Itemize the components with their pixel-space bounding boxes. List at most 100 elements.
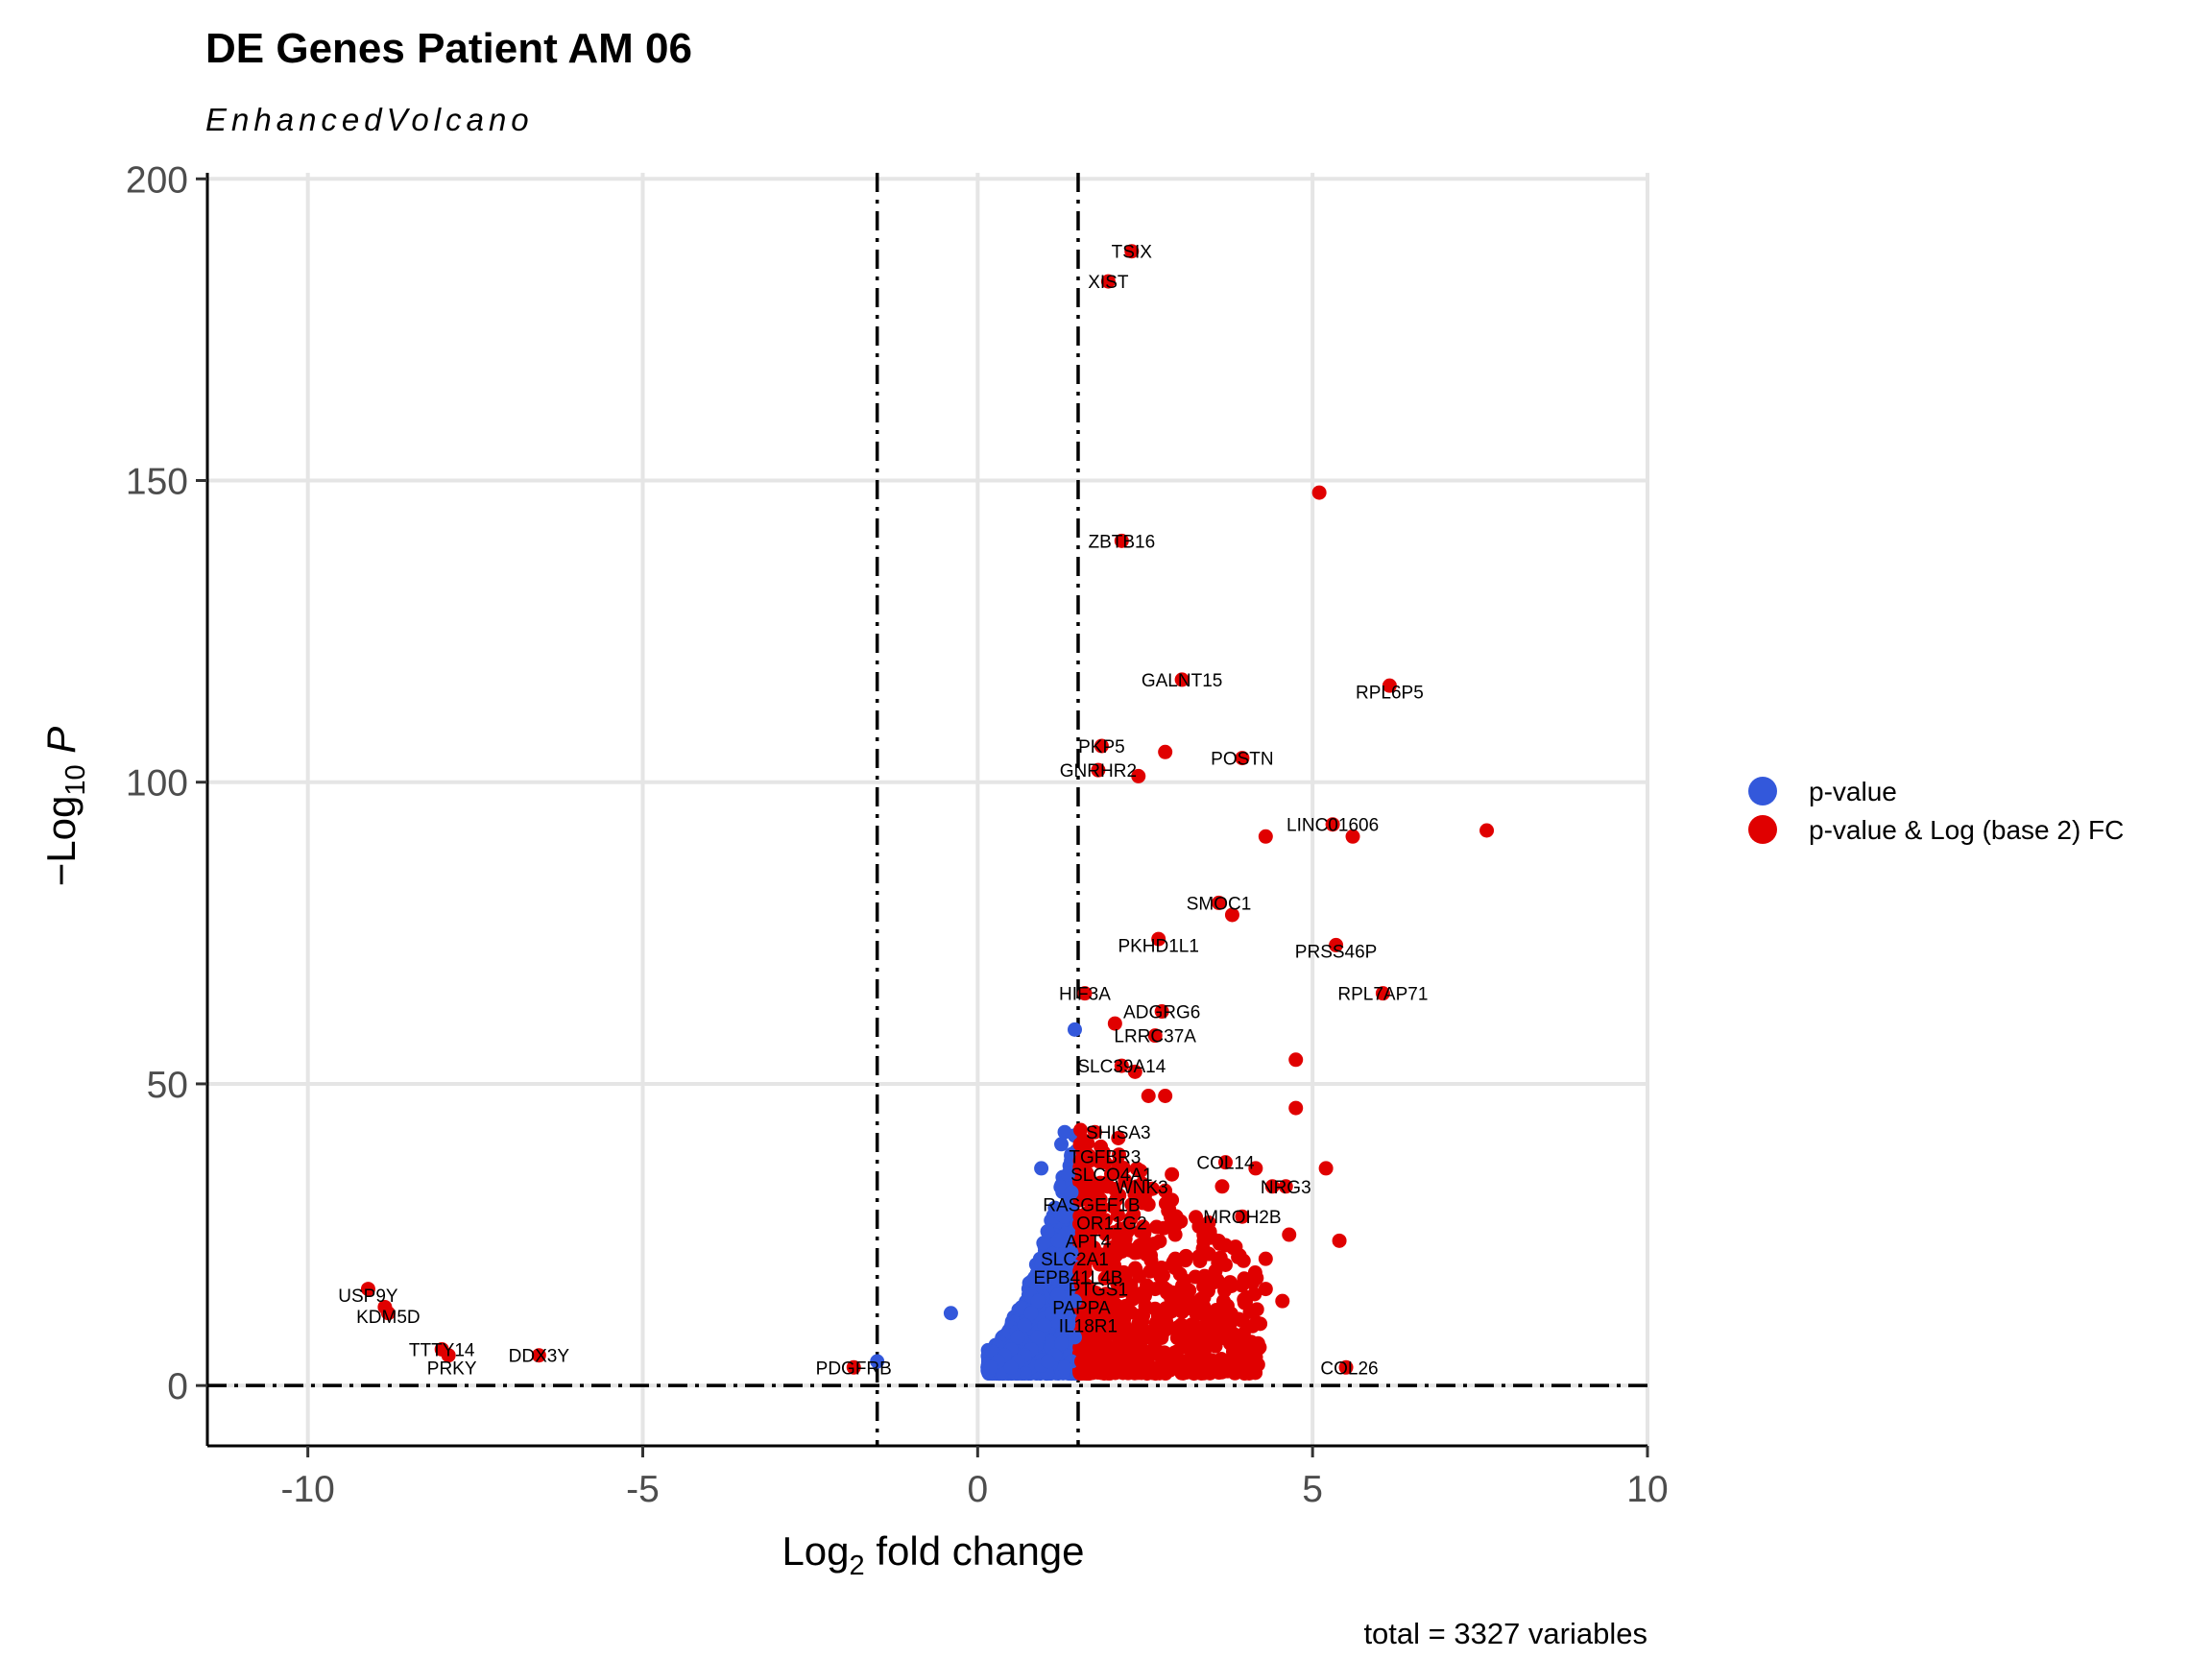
gene-label: PKHD1L1 — [1118, 936, 1199, 956]
cutoff-lines — [207, 173, 1647, 1446]
point-pvalue-and-fc — [1072, 1153, 1088, 1168]
gene-label: XIST — [1088, 273, 1129, 293]
point-pvalue-and-fc — [1083, 1153, 1098, 1168]
point-pvalue — [1050, 1287, 1066, 1303]
point-pvalue-and-fc — [1141, 1089, 1156, 1104]
y-tick-label: 150 — [126, 462, 188, 503]
point-pvalue-and-fc — [1134, 1324, 1149, 1339]
point-pvalue-and-fc — [1217, 1155, 1233, 1170]
point-pvalue-and-fc — [1077, 1280, 1093, 1295]
point-pvalue-and-fc — [1275, 1293, 1290, 1309]
point-pvalue-and-fc — [1311, 485, 1327, 500]
point-pvalue-and-fc — [1205, 1337, 1220, 1353]
point-pvalue-and-fc — [1237, 1292, 1252, 1308]
point-pvalue-and-fc — [1113, 1314, 1128, 1330]
point-pvalue-and-fc — [1080, 1335, 1095, 1351]
point-pvalue-and-fc — [1124, 244, 1140, 259]
point-pvalue-and-fc — [441, 1348, 456, 1363]
point-pvalue-and-fc — [1077, 986, 1093, 1001]
point-pvalue-and-fc — [1137, 1225, 1152, 1240]
point-pvalue-and-fc — [1144, 1359, 1160, 1375]
point-pvalue — [983, 1359, 998, 1375]
gene-label: APT4 — [1066, 1232, 1112, 1252]
gene-label: LRRC37A — [1114, 1027, 1196, 1047]
point-pvalue-and-fc — [1078, 1264, 1094, 1280]
point-pvalue-and-fc — [1158, 1089, 1173, 1104]
point-pvalue — [1064, 1185, 1079, 1200]
gene-label: SHISA3 — [1086, 1123, 1151, 1143]
point-pvalue-and-fc — [1129, 1179, 1144, 1194]
point-pvalue-and-fc — [1187, 1366, 1202, 1382]
gene-label: ADGRG6 — [1123, 1003, 1200, 1023]
x-tick-label: 5 — [1302, 1469, 1323, 1510]
point-pvalue-and-fc — [1097, 1348, 1113, 1363]
point-pvalue — [1025, 1273, 1041, 1288]
point-pvalue-and-fc — [1147, 1028, 1163, 1044]
point-pvalue-and-fc — [1108, 1248, 1123, 1263]
point-pvalue-and-fc — [1211, 895, 1226, 910]
gene-label: SLC2A1 — [1041, 1250, 1109, 1270]
point-pvalue-and-fc — [1073, 1354, 1089, 1369]
point-pvalue-and-fc — [1123, 1305, 1139, 1320]
point-pvalue-and-fc — [1114, 1359, 1129, 1375]
gene-label: GNRHR2 — [1060, 761, 1137, 781]
data-points — [360, 244, 1495, 1382]
point-pvalue — [943, 1306, 958, 1321]
point-pvalue-and-fc — [1133, 1164, 1148, 1179]
point-pvalue — [1034, 1161, 1049, 1176]
point-pvalue-and-fc — [1278, 1179, 1293, 1194]
point-pvalue — [1057, 1269, 1072, 1285]
point-pvalue-and-fc — [1288, 1100, 1304, 1116]
x-tick-label: -10 — [280, 1469, 334, 1510]
point-pvalue-and-fc — [1201, 1306, 1216, 1321]
point-pvalue-and-fc — [1151, 931, 1166, 947]
point-pvalue — [1054, 1335, 1070, 1351]
point-pvalue-and-fc — [1208, 1263, 1223, 1279]
gene-label: WNK3 — [1116, 1178, 1168, 1198]
point-pvalue-and-fc — [1165, 1348, 1180, 1363]
point-pvalue-and-fc — [1118, 1172, 1133, 1188]
point-pvalue-and-fc — [1165, 1192, 1180, 1208]
point-pvalue-and-fc — [1080, 1136, 1095, 1151]
point-pvalue-and-fc — [1097, 1155, 1113, 1170]
point-pvalue-and-fc — [1100, 274, 1116, 289]
point-pvalue-and-fc — [1167, 1251, 1183, 1266]
point-pvalue-and-fc — [1479, 823, 1495, 838]
point-pvalue — [1050, 1233, 1066, 1248]
point-pvalue-and-fc — [1196, 1289, 1212, 1305]
point-pvalue-and-fc — [1125, 1291, 1141, 1307]
gene-label: RASGEF1B — [1043, 1196, 1140, 1216]
x-axis-title-suffix: fold change — [865, 1528, 1085, 1574]
point-pvalue — [1067, 1330, 1082, 1345]
point-pvalue-and-fc — [1174, 672, 1190, 687]
point-pvalue-and-fc — [1258, 1251, 1273, 1266]
legend: p-value p-value & Log (base 2) FC — [1748, 777, 2124, 845]
point-pvalue-and-fc — [1147, 1282, 1163, 1297]
point-pvalue-and-fc — [1189, 1307, 1204, 1322]
point-pvalue-and-fc — [1165, 1166, 1180, 1182]
point-pvalue — [1023, 1306, 1039, 1321]
point-pvalue-and-fc — [1213, 1305, 1228, 1320]
point-pvalue-and-fc — [1235, 1209, 1250, 1224]
point-pvalue-and-fc — [1215, 1293, 1231, 1309]
point-pvalue-and-fc — [1185, 1347, 1200, 1362]
x-axis-title-subscript: 2 — [850, 1551, 865, 1581]
point-pvalue-and-fc — [380, 1306, 396, 1321]
point-pvalue-and-fc — [1123, 1211, 1139, 1226]
gene-label: LINC01606 — [1286, 816, 1379, 836]
point-pvalue-and-fc — [1114, 533, 1129, 548]
point-pvalue-and-fc — [1325, 817, 1340, 832]
point-pvalue-and-fc — [360, 1282, 375, 1297]
point-pvalue-and-fc — [1168, 1209, 1184, 1224]
point-pvalue-and-fc — [1234, 1278, 1249, 1293]
point-pvalue-and-fc — [1141, 1197, 1156, 1213]
point-pvalue-and-fc — [1250, 1335, 1265, 1351]
point-pvalue — [1041, 1354, 1056, 1369]
point-pvalue-and-fc — [1217, 1330, 1233, 1345]
y-tick-label: 0 — [167, 1366, 188, 1407]
point-pvalue-and-fc — [1118, 1269, 1133, 1285]
point-pvalue-and-fc — [1382, 678, 1397, 693]
gene-label: COL14 — [1196, 1154, 1255, 1174]
point-pvalue-and-fc — [1201, 1214, 1216, 1230]
